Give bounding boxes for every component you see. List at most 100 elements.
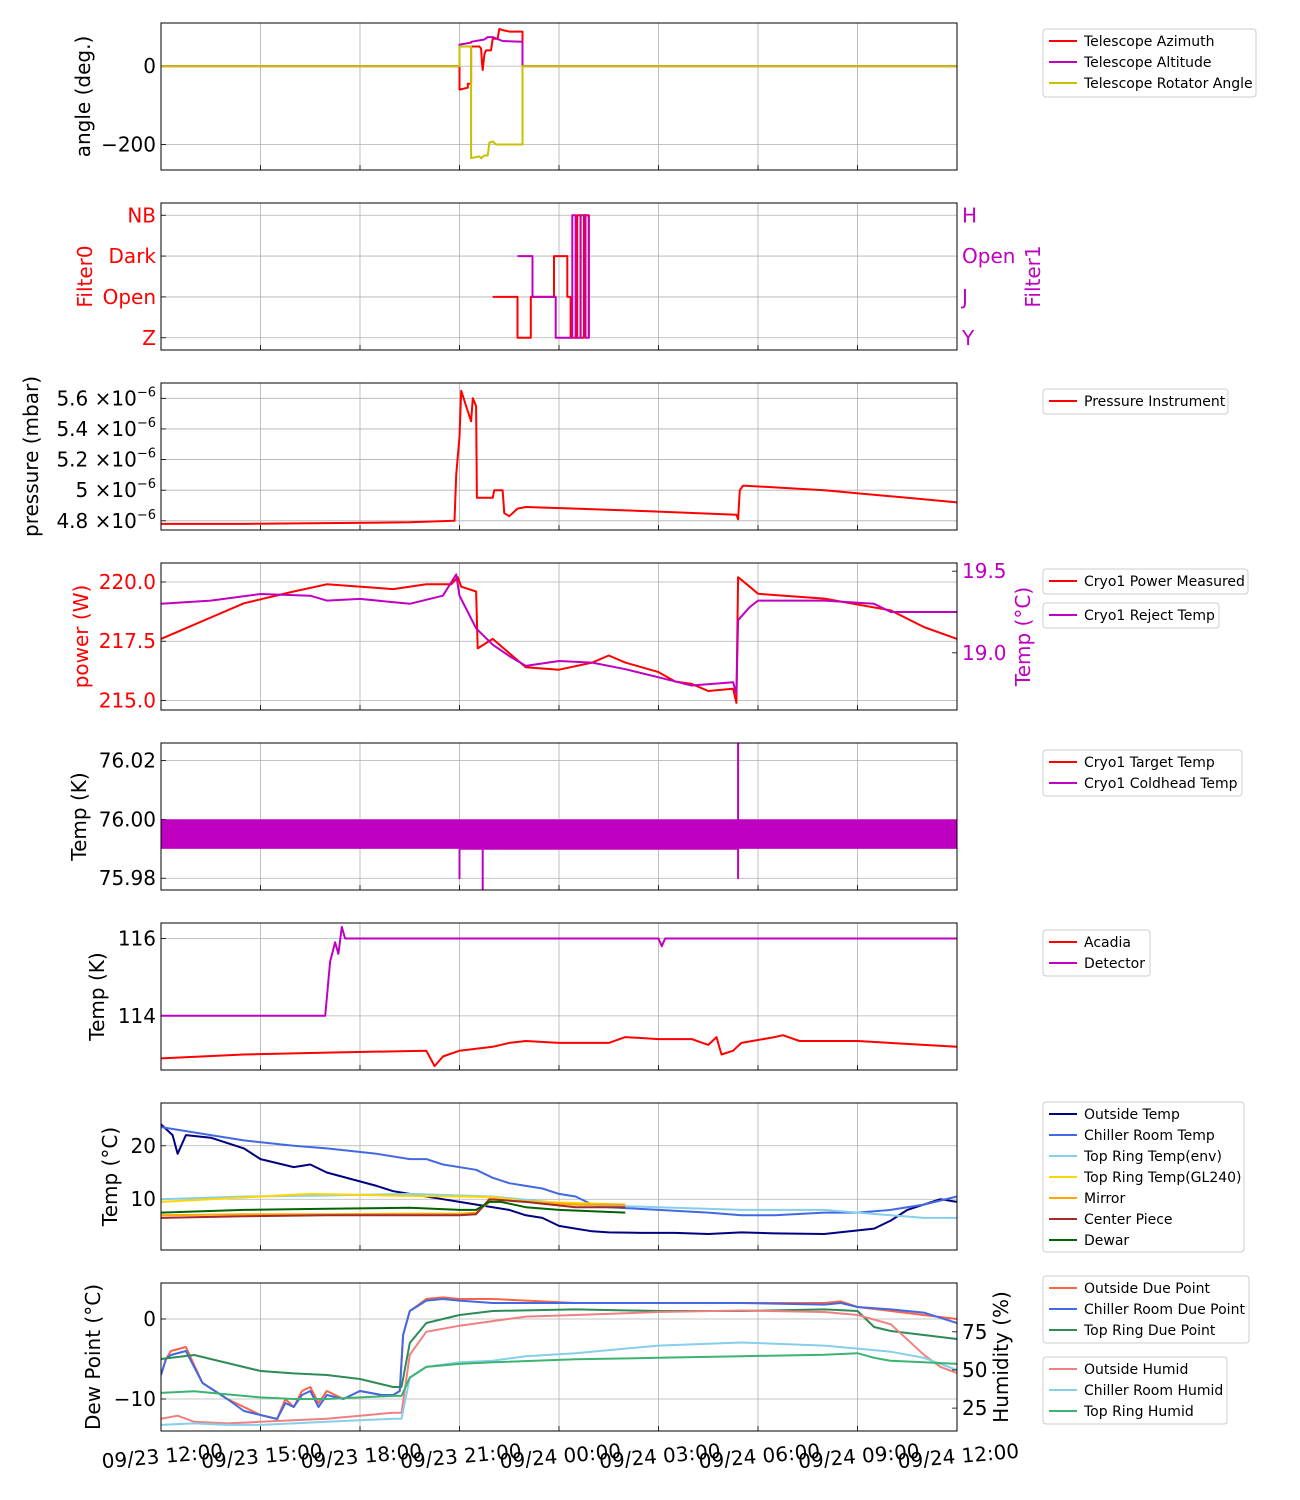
legend: Outside Humid Chiller Room Humid Top Ring …: [1042, 1356, 1228, 1425]
y-tick-label: 215.0: [99, 689, 156, 713]
axes-frame: [160, 382, 958, 531]
series-line: [492, 214, 590, 339]
y-tick-label: −200: [101, 133, 156, 157]
legend-label: Cryo1 Target Temp: [1084, 755, 1215, 771]
series-line: [161, 1034, 957, 1068]
legend-label: Chiller Room Temp: [1084, 1128, 1215, 1144]
y-tick-exponent: −6: [137, 385, 156, 400]
legend-label: Mirror: [1084, 1191, 1125, 1207]
series-line: [161, 1298, 957, 1420]
panel-8: 0 −10 75 50 25 Dew Point (°C) Humidity (%) Outs…: [81, 1275, 1250, 1473]
y-tick-label: 220.0: [99, 570, 156, 594]
y-tick-label: 0: [143, 1307, 156, 1331]
legend-frame: [1042, 28, 1257, 98]
y-axis-label-right: Filter1: [1021, 245, 1045, 307]
legend: Cryo1 Target Temp Cryo1 Coldhead Temp: [1042, 749, 1243, 797]
legend: Acadia Detector: [1042, 929, 1151, 977]
axes-frame: [160, 922, 958, 1071]
series-line: [161, 45, 957, 160]
y-tick-label: −10: [114, 1387, 156, 1411]
y-axis-label-right: Temp (°C): [1011, 587, 1035, 687]
legend: Telescope Azimuth Telescope Altitude Teles…: [1042, 28, 1257, 98]
y-axis-label: power (W): [69, 585, 93, 689]
y-axis-label-right: Humidity (%): [989, 1291, 1013, 1423]
legend-frame: [1042, 388, 1229, 415]
legend-label: Cryo1 Reject Temp: [1084, 608, 1215, 624]
series-line: [517, 214, 590, 339]
legend-label: Cryo1 Coldhead Temp: [1084, 776, 1238, 792]
legend-label: Cryo1 Power Measured: [1084, 574, 1245, 590]
y-axis-label: Temp (K): [67, 772, 91, 861]
legend-frame: [1042, 568, 1249, 595]
legend-label: Top Ring Temp(GL240): [1083, 1170, 1242, 1186]
series-line: [161, 1341, 957, 1426]
axes-frame: [160, 1282, 958, 1432]
legend-label: Top Ring Temp(env): [1083, 1149, 1222, 1165]
y-tick-label-right: Y: [961, 326, 975, 350]
series-line: [458, 743, 740, 890]
panel-7: 20 10 Temp (°C) Outside Temp Chiller Room Te…: [98, 1101, 1245, 1253]
y-tick-exponent: −6: [137, 416, 156, 431]
axes-frame: [160, 742, 958, 891]
series-line: [161, 1200, 626, 1214]
legend-label: Telescope Azimuth: [1083, 34, 1214, 50]
legend-label: Outside Temp: [1084, 1107, 1180, 1123]
y-tick-label: 76.02: [99, 749, 156, 773]
legend-label: Chiller Room Humid: [1084, 1383, 1223, 1399]
y-tick-label: 114: [118, 1004, 156, 1028]
y-tick-label: Open: [103, 285, 156, 309]
legend-label: Top Ring Humid: [1083, 1404, 1194, 1420]
y-axis-label: Filter0: [73, 245, 97, 307]
series-line: [161, 1123, 957, 1235]
y-tick-label: 116: [118, 926, 156, 950]
y-tick-label: 76.00: [99, 807, 156, 831]
panel-2: NB H Dark Open Open J Z Y Filter0 Filter1: [73, 202, 1045, 351]
y-axis-label: Dew Point (°C): [81, 1284, 105, 1430]
y-tick-label: 4.8 ×10−6: [56, 508, 156, 533]
legend-frame: [1042, 602, 1220, 629]
series-line: [161, 27, 957, 91]
y-axis-label: pressure (mbar): [19, 376, 43, 537]
axes-frame: [160, 22, 958, 171]
legend: Outside Due Point Chiller Room Due Point T…: [1042, 1275, 1250, 1344]
series-line: [161, 1352, 957, 1400]
legend-label: Acadia: [1084, 935, 1131, 951]
legend-label: Dewar: [1084, 1233, 1129, 1249]
panel-4: 220.0 217.5 215.0 19.5 19.0 power (W) Temp (°C…: [69, 559, 1249, 713]
y-tick-label: 217.5: [99, 629, 156, 653]
y-tick-label-right: J: [960, 285, 968, 309]
legend-label: Pressure Instrument: [1084, 394, 1226, 410]
legend-frame: [1042, 749, 1243, 797]
legend-label: Outside Humid: [1084, 1362, 1188, 1378]
y-axis-label: Temp (K): [85, 952, 109, 1041]
y-tick-exponent: −6: [137, 477, 156, 492]
legend-label: Outside Due Point: [1084, 1281, 1211, 1297]
panel-5: 76.02 76.00 75.98 Temp (K) Cryo1 Target Temp…: [67, 742, 1243, 891]
y-tick-label-right: 19.5: [962, 559, 1007, 583]
legend-frame: [1042, 1101, 1245, 1253]
series-line: [161, 389, 957, 525]
legend-label: Telescope Altitude: [1083, 55, 1212, 71]
legend-label: Detector: [1084, 956, 1145, 972]
legend-label: Chiller Room Due Point: [1084, 1302, 1245, 1318]
y-tick-label: 10: [131, 1187, 156, 1211]
y-tick-label-right: 19.0: [962, 641, 1007, 665]
y-tick-label-right: Open: [962, 244, 1015, 268]
axes-frame: [160, 202, 958, 351]
y-axis-label: Temp (°C): [98, 1127, 122, 1227]
legend: Pressure Instrument: [1042, 388, 1229, 415]
y-tick-label: 5.6 ×10−6: [56, 385, 156, 410]
y-tick-label: 75.98: [99, 866, 156, 890]
series-line: [161, 1126, 957, 1217]
legend-label: Telescope Rotator Angle: [1083, 76, 1253, 92]
series-line: [161, 1198, 626, 1219]
legend-frame: [1042, 1356, 1228, 1425]
y-tick-exponent: −6: [137, 508, 156, 523]
legend-frame: [1042, 1275, 1250, 1344]
y-tick-label: 5 ×10−6: [76, 477, 156, 502]
series-line: [161, 925, 957, 1017]
legend: Outside Temp Chiller Room Temp Top Ring Te…: [1042, 1101, 1245, 1253]
series-line: [161, 1309, 957, 1425]
